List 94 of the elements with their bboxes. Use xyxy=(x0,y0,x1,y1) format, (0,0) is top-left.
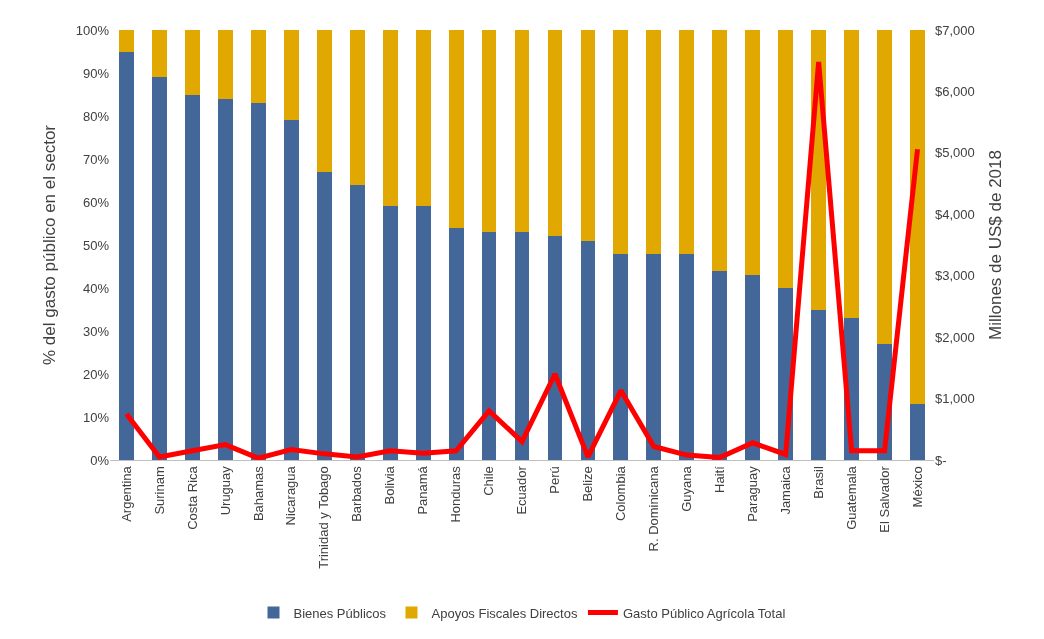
x-tick-label: Panamá xyxy=(415,465,431,515)
bar xyxy=(382,30,398,207)
y2-tick-label: $- xyxy=(935,452,947,468)
bar xyxy=(646,30,662,254)
bar xyxy=(646,253,662,460)
x-tick-label: Uruguay xyxy=(217,465,233,516)
y2-tick-label: $1,000 xyxy=(935,391,975,407)
y2-axis-title: Millones de US$ de 2018 xyxy=(986,150,1006,340)
x-tick-label: Belize xyxy=(580,466,596,502)
bar xyxy=(119,51,134,460)
x-tick-label: Bahamas xyxy=(250,465,266,522)
y-tick-label: 60% xyxy=(82,194,110,210)
x-tick-label: Chile xyxy=(481,466,497,496)
x-tick-label: Barbados xyxy=(349,465,365,522)
x-tick-label: Paraguay xyxy=(744,465,760,522)
bar xyxy=(250,103,266,460)
x-tick-label: R. Dominicana xyxy=(646,465,662,552)
x-tick-label: Brasil xyxy=(810,466,826,499)
legend-label: Bienes Públicos xyxy=(293,605,387,621)
x-tick-label: Argentina xyxy=(118,465,134,522)
x-tick-label: Ecuador xyxy=(514,465,530,515)
y-tick-label: 0% xyxy=(90,452,110,468)
y-tick-label: 80% xyxy=(82,108,110,124)
y-tick-label: 20% xyxy=(82,366,110,382)
bar xyxy=(217,98,233,460)
bar xyxy=(316,30,332,172)
bar xyxy=(283,120,299,460)
y2-tick-label: $5,000 xyxy=(935,145,975,161)
bar xyxy=(712,30,728,271)
bar xyxy=(349,30,365,185)
bar xyxy=(250,30,266,104)
y-tick-label: 100% xyxy=(75,22,110,38)
y-tick-label: 30% xyxy=(82,323,110,339)
bar xyxy=(152,77,167,460)
y2-tick-label: $4,000 xyxy=(935,206,975,222)
bar xyxy=(349,184,365,460)
legend-label: Gasto Público Agrícola Total xyxy=(622,605,786,621)
bar xyxy=(481,232,497,460)
bar xyxy=(316,171,332,460)
x-tick-label: México xyxy=(909,466,925,508)
bar xyxy=(481,30,497,233)
bar xyxy=(415,206,431,460)
x-tick-label: Colombia xyxy=(613,465,629,522)
bar xyxy=(844,30,860,319)
bar xyxy=(613,30,629,254)
y-tick-label: 50% xyxy=(82,237,110,253)
x-tick-label: Surinam xyxy=(151,466,167,515)
x-tick-label: Costa Rica xyxy=(184,465,200,530)
bar xyxy=(679,30,695,254)
y-axis-title: % del gasto público en el sector xyxy=(40,124,60,366)
bar xyxy=(547,30,563,237)
bar xyxy=(712,270,728,460)
bar xyxy=(448,227,464,460)
x-tick-label: El Salvador xyxy=(876,465,892,533)
bar xyxy=(184,30,200,95)
y2-tick-label: $2,000 xyxy=(935,329,975,345)
x-tick-label: Guatemala xyxy=(843,465,859,530)
bar xyxy=(580,30,596,241)
y-tick-label: 90% xyxy=(82,65,110,81)
legend-label: Apoyos Fiscales Directos xyxy=(431,605,578,621)
bar xyxy=(415,30,431,207)
bar xyxy=(514,30,530,233)
bar xyxy=(119,30,134,52)
bar xyxy=(283,30,299,121)
bar xyxy=(217,30,233,99)
bar xyxy=(910,30,925,405)
y-tick-label: 40% xyxy=(82,280,110,296)
x-tick-label: Guyana xyxy=(679,465,695,512)
x-tick-label: Trinidad y Tobago xyxy=(316,466,332,569)
bar xyxy=(745,30,761,276)
bar xyxy=(778,30,794,288)
y2-tick-label: $7,000 xyxy=(935,22,975,38)
bar xyxy=(877,30,892,344)
bar xyxy=(547,236,563,460)
x-tick-label: Jamaica xyxy=(777,465,793,515)
x-tick-label: Nicaragua xyxy=(283,465,299,526)
y2-tick-label: $6,000 xyxy=(935,83,975,99)
y-tick-label: 70% xyxy=(82,151,110,167)
x-tick-label: Haití xyxy=(711,465,727,493)
y-tick-label: 10% xyxy=(82,409,110,425)
bar xyxy=(910,404,925,460)
bar xyxy=(152,30,167,78)
bar xyxy=(382,206,398,460)
bar xyxy=(448,30,464,228)
x-tick-label: Honduras xyxy=(448,465,464,523)
bar xyxy=(514,232,530,460)
x-tick-label: Perú xyxy=(547,466,563,494)
bar xyxy=(679,253,695,460)
bar xyxy=(184,94,200,460)
x-tick-label: Bolivia xyxy=(382,465,398,505)
bar xyxy=(613,253,629,460)
y2-tick-label: $3,000 xyxy=(935,268,975,284)
bar xyxy=(745,275,761,460)
bar xyxy=(811,309,827,460)
